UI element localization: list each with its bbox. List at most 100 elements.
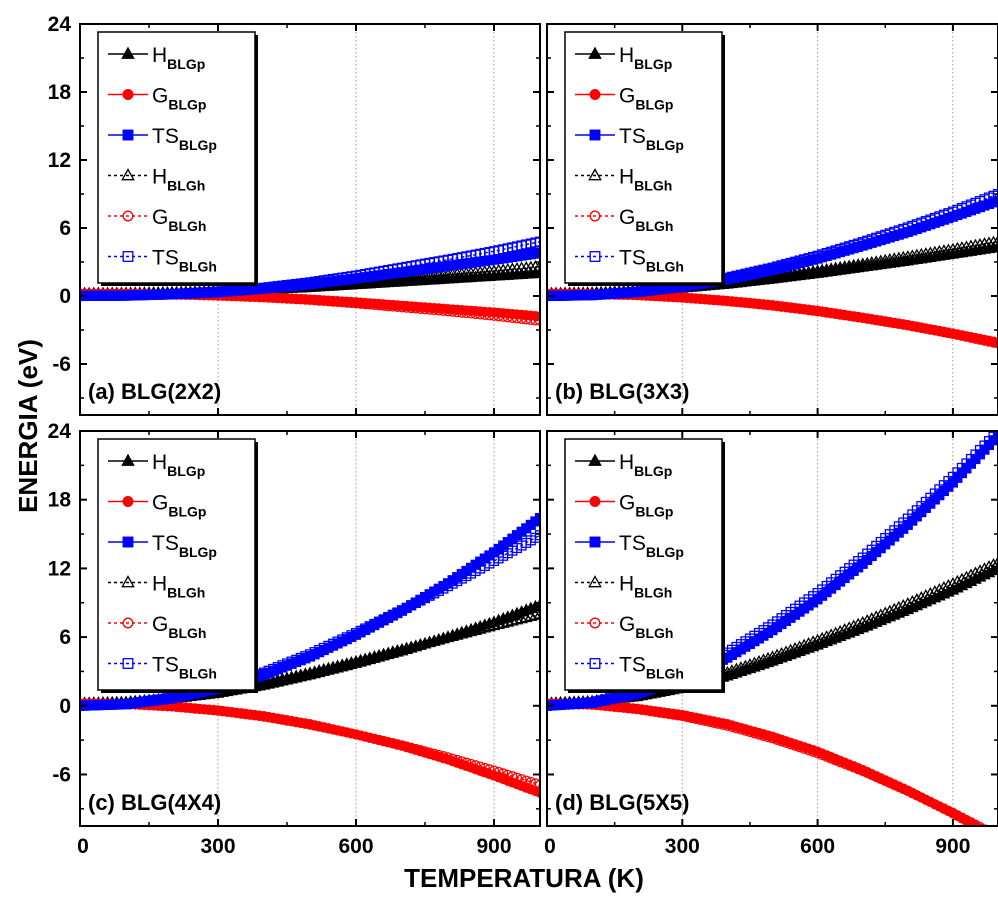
- series-line: [80, 702, 540, 794]
- data-point: [419, 746, 431, 757]
- data-point: [937, 581, 951, 593]
- data-point: [942, 579, 955, 591]
- data-point: [360, 731, 371, 742]
- data-point: [346, 728, 357, 739]
- legend-entry: HBLGh: [575, 166, 672, 194]
- data-point: [525, 776, 536, 787]
- legend-swatch-marker: [122, 89, 134, 100]
- data-point: [326, 660, 340, 672]
- data-point: [300, 718, 311, 729]
- data-point: [460, 626, 473, 638]
- legend: HBLGp GBLGp TSBLGp HBLGh GBLGh TSBLGh: [564, 438, 725, 693]
- data-point: [799, 743, 810, 754]
- data-point: [771, 734, 783, 745]
- y-tick-label: 6: [59, 626, 71, 649]
- data-point: [429, 748, 440, 759]
- data-point: [406, 742, 417, 753]
- data-point: [332, 725, 343, 736]
- legend-label: TSBLGp: [152, 532, 217, 560]
- data-point: [829, 261, 842, 273]
- data-point: [447, 753, 458, 764]
- data-point: [838, 260, 851, 272]
- data-point: [984, 825, 985, 826]
- data-point: [331, 659, 344, 671]
- data-point: [268, 713, 279, 724]
- data-point: [928, 245, 942, 257]
- y-tick-label: 18: [48, 489, 72, 512]
- data-point: [955, 572, 969, 585]
- data-point: [377, 647, 390, 659]
- data-point: [887, 252, 901, 264]
- legend-swatch-marker: [121, 575, 135, 588]
- data-point: [418, 636, 432, 649]
- data-point: [994, 832, 998, 841]
- data-point: [318, 722, 329, 733]
- data-point: [892, 600, 906, 613]
- data-point: [946, 577, 960, 589]
- legend-label: GBLGp: [619, 492, 673, 520]
- data-point: [456, 756, 467, 767]
- data-point: [821, 751, 832, 762]
- panel-label: (a) BLG(2X2): [88, 379, 221, 404]
- legend-entry: HBLGp: [108, 44, 205, 72]
- data-point: [883, 604, 897, 616]
- data-point: [847, 258, 861, 271]
- data-point: [965, 817, 976, 826]
- y-tick-label: 0: [59, 285, 71, 308]
- data-point: [345, 656, 358, 668]
- data-point: [323, 723, 334, 734]
- data-point: [734, 661, 748, 673]
- data-point: [865, 612, 879, 624]
- data-point: [880, 776, 891, 787]
- data-point: [788, 641, 802, 654]
- data-point: [978, 237, 991, 249]
- panel-frame: [79, 23, 541, 416]
- data-point: [473, 622, 487, 634]
- data-point: [955, 241, 969, 253]
- y-axis-title: ENERGIA (eV): [13, 339, 43, 513]
- data-point: [970, 819, 981, 826]
- data-point: [479, 762, 490, 773]
- data-point: [404, 640, 418, 652]
- data-point: [839, 758, 850, 769]
- panel-d: 0 300 600 900(d) BLG(5X5)HBLGpGBLGpTSBLGpHB…: [544, 430, 998, 858]
- legend-entry: GBLGp: [575, 492, 673, 520]
- data-point: [400, 641, 413, 653]
- data-point: [496, 616, 510, 628]
- legend-label: HBLGp: [152, 451, 205, 479]
- data-point: [281, 715, 293, 726]
- data-point: [933, 583, 946, 595]
- data-point: [898, 784, 909, 795]
- data-point: [423, 635, 436, 647]
- data-point: [824, 628, 838, 640]
- data-point: [415, 745, 426, 756]
- data-point: [820, 262, 833, 275]
- legend-entry: HBLGh: [575, 573, 672, 601]
- data-point: [994, 834, 998, 843]
- legend-label: HBLGh: [152, 573, 205, 601]
- data-point: [475, 761, 486, 772]
- data-point: [533, 607, 540, 619]
- data-point: [857, 765, 868, 777]
- data-point: [914, 591, 928, 603]
- data-point: [960, 240, 973, 252]
- data-point: [914, 247, 928, 260]
- panel-frame: [79, 430, 541, 827]
- data-point: [860, 256, 874, 269]
- data-point: [757, 653, 770, 665]
- ticks: [79, 23, 540, 415]
- data-point: [446, 629, 459, 641]
- data-point: [789, 740, 801, 751]
- data-point: [815, 631, 829, 644]
- data-point: [299, 667, 312, 679]
- data-point: [327, 724, 339, 735]
- data-point: [304, 719, 316, 730]
- data-point: [410, 743, 421, 754]
- series-g-blgh: [80, 698, 540, 790]
- legend-swatch-marker: [588, 575, 602, 588]
- y-tick-label: 24: [48, 13, 72, 36]
- legend-swatch-marker: [589, 251, 601, 262]
- legend-swatch-marker: [122, 536, 134, 548]
- legend-label: TSBLGh: [152, 654, 217, 682]
- data-point: [933, 244, 946, 257]
